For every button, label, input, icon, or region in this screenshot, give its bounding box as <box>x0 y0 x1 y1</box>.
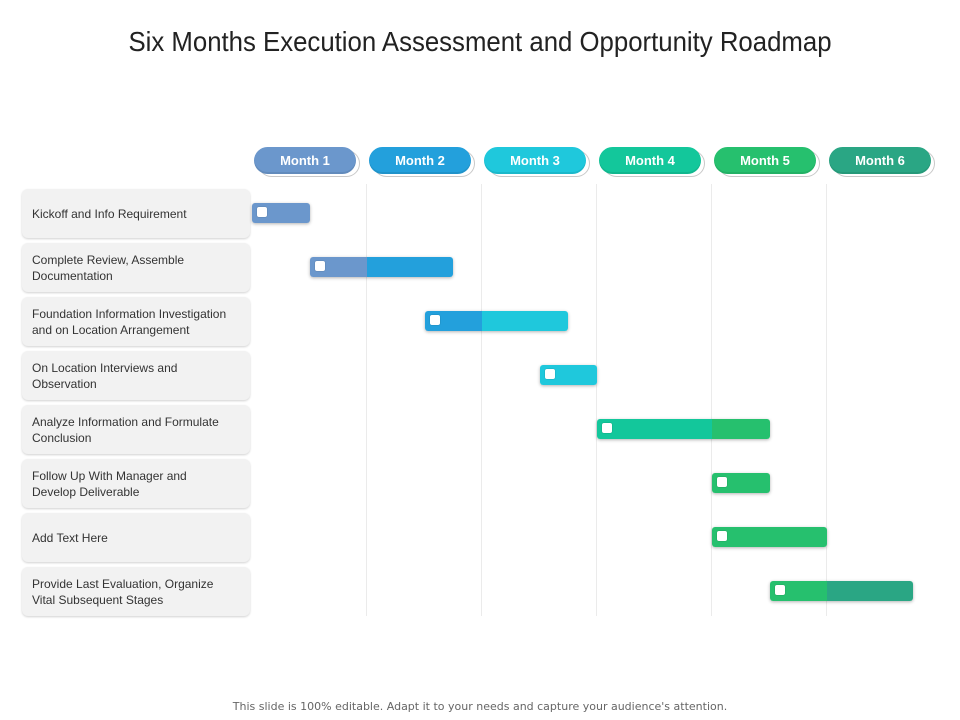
task-label: On Location Interviews and Observation <box>22 351 250 400</box>
task-label-text: On Location Interviews and Observation <box>32 360 178 391</box>
month-label: Month 1 <box>254 147 356 174</box>
task-label: Complete Review, Assemble Documentation <box>22 243 250 292</box>
bar-handle-icon <box>314 261 325 271</box>
task-label: Add Text Here <box>22 513 250 562</box>
bar-handle-icon <box>429 315 440 325</box>
month-label: Month 6 <box>829 147 931 174</box>
task-label-text: Add Text Here <box>32 530 108 545</box>
bar-handle-icon <box>774 585 785 595</box>
month-pill-2: Month 2 <box>369 147 475 177</box>
footer-note: This slide is 100% editable. Adapt it to… <box>232 700 728 713</box>
month-pill-4: Month 4 <box>599 147 705 177</box>
task-label-text: Analyze Information and Formulate Conclu… <box>32 414 219 445</box>
month-pill-3: Month 3 <box>484 147 590 177</box>
month-divider <box>366 184 367 616</box>
task-bar-segment <box>482 311 569 331</box>
month-label: Month 5 <box>714 147 816 174</box>
task-bar <box>309 257 454 277</box>
task-bar-segment <box>827 581 914 601</box>
bar-handle-icon <box>257 207 267 217</box>
task-bar <box>424 311 569 331</box>
task-label-text: Foundation Information Investigation and… <box>32 306 227 337</box>
task-bar <box>597 419 770 439</box>
month-divider <box>481 184 482 616</box>
month-divider <box>596 184 597 616</box>
task-bar-segment <box>597 419 712 439</box>
page-title: Six Months Execution Assessment and Oppo… <box>128 26 832 57</box>
month-label: Month 4 <box>599 147 701 174</box>
task-label: Follow Up With Manager and Develop Deliv… <box>22 459 250 508</box>
month-divider <box>711 184 712 616</box>
task-label-text: Kickoff and Info Requirement <box>32 206 187 221</box>
month-label: Month 2 <box>369 147 471 174</box>
month-pill-6: Month 6 <box>829 147 935 177</box>
task-bar <box>712 527 827 547</box>
task-bar <box>769 581 914 601</box>
month-label: Month 3 <box>484 147 586 174</box>
task-label-text: Provide Last Evaluation, Organize Vital … <box>32 576 214 607</box>
task-bar <box>712 473 770 493</box>
month-divider <box>826 184 827 616</box>
task-label: Kickoff and Info Requirement <box>22 189 250 238</box>
task-label: Provide Last Evaluation, Organize Vital … <box>22 567 250 616</box>
task-bar <box>252 203 310 223</box>
task-bar-segment <box>367 257 454 277</box>
task-label: Foundation Information Investigation and… <box>22 297 250 346</box>
task-bar-segment <box>712 527 827 547</box>
month-pill-5: Month 5 <box>714 147 820 177</box>
month-pill-1: Month 1 <box>254 147 360 177</box>
task-bar-segment <box>712 419 770 439</box>
task-label-text: Follow Up With Manager and Develop Deliv… <box>32 468 187 499</box>
bar-handle-icon <box>544 369 555 379</box>
bar-handle-icon <box>717 477 727 487</box>
task-label-text: Complete Review, Assemble Documentation <box>32 252 185 283</box>
bar-handle-icon <box>602 423 612 433</box>
task-label: Analyze Information and Formulate Conclu… <box>22 405 250 454</box>
task-bar <box>539 365 597 385</box>
bar-handle-icon <box>717 531 727 541</box>
